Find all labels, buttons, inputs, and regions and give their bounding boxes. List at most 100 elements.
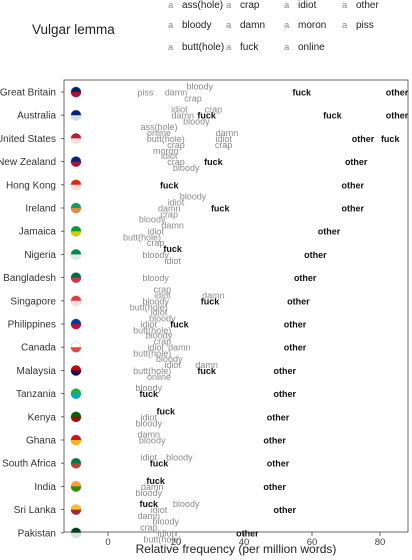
point-label-fuck: fuck [157,406,177,416]
point-label-piss: piss [137,88,154,98]
legend-title: Vulgar lemma [32,22,115,37]
point-label-bloody: bloody [173,499,200,509]
point-label-bloody: bloody [142,296,169,306]
legend-entry: butt(hole) [182,42,224,53]
y-tick-label: United States [0,134,56,145]
point-label-bloody: bloody [173,163,200,173]
point-label-other: other [386,111,409,121]
point-label-damn: damn [216,128,239,138]
point-label-crap: crap [167,157,185,167]
point-label-bloody: bloody [142,273,169,283]
legend-entry: damn [240,20,265,31]
point-label-butthole: butt(hole) [143,534,181,544]
legend-entry: moron [298,20,326,31]
x-axis-label: Relative frequency (per million words) [136,542,337,556]
my-flag-icon [70,364,82,376]
legend-key-glyph: a [284,0,290,11]
sg-flag-icon [70,295,82,307]
point-label-crap: crap [147,238,165,248]
gb-flag-icon [70,86,82,98]
ph-flag-icon [70,318,82,330]
point-label-idiot: idiot [141,412,158,422]
y-tick-label: Pakistan [18,528,56,539]
point-label-online: online [147,372,171,382]
point-label-idiot: idiot [164,256,181,266]
point-label-fuck: fuck [293,88,313,98]
point-label-butthole: butt(hole) [130,302,168,312]
point-label-butthole: butt(hole) [123,233,161,243]
point-label-other: other [284,320,307,330]
hk-flag-icon [70,179,82,191]
point-label-fuck: fuck [197,366,217,376]
y-tick-label: Tanzania [16,389,56,400]
y-tick-label: New Zealand [0,157,56,168]
legend-entry: bloody [182,20,211,31]
us-flag-icon [70,132,82,144]
x-tick-label: 60 [307,537,318,548]
point-label-damn: damn [172,111,195,121]
point-label-idiot: idiot [154,290,171,300]
point-label-fuck: fuck [211,204,231,214]
x-axis: 0 20 40 60 80 [105,532,385,548]
x-tick-label: 80 [375,537,386,548]
point-label-fuck: fuck [204,157,224,167]
point-label-bloody: bloody [136,418,163,428]
plot-panel [63,79,409,533]
point-label-other: other [342,180,365,190]
legend-entry: ass(hole) [182,0,223,11]
pk-flag-icon [70,527,82,539]
point-label-other: other [274,366,297,376]
point-label-damn: damn [141,482,164,492]
point-label-fuck: fuck [140,389,160,399]
y-tick-label: Kenya [28,412,57,423]
legend-key-glyph: a [342,20,348,31]
y-tick-label: Sri Lanka [14,505,57,516]
point-label-other: other [345,157,368,167]
legend-entry: online [298,42,325,53]
za-flag-icon [70,457,82,469]
tz-flag-icon [70,388,82,399]
legend-key-glyph: a [284,42,290,53]
y-tick-label: Bangladesh [3,273,56,284]
point-label-idiot: idiot [147,343,164,353]
point-label-other: other [263,436,286,446]
point-label-other: other [274,505,297,515]
legend-key-glyph: a [168,0,174,11]
point-label-crap: crap [215,140,233,150]
legend-key-glyph: a [226,20,232,31]
y-tick-label: Singapore [10,296,56,307]
y-tick-label: Philippines [8,320,56,331]
legend-entry: fuck [240,42,259,53]
point-label-idiot: idiot [158,528,175,538]
jm-flag-icon [70,225,82,237]
ng-flag-icon [70,248,82,260]
y-tick-label: Canada [21,343,56,354]
gh-flag-icon [70,434,82,446]
x-tick-label: 20 [171,537,182,548]
legend-key-glyph: a [226,42,232,53]
point-label-bloody: bloody [180,192,207,202]
point-label-fuck: fuck [323,111,343,121]
point-label-fuck: fuck [197,111,217,121]
y-axis: Great Britain Australia United States New Z… [0,88,64,539]
point-label-asshole: ass(hole) [140,122,177,132]
y-tick-label: Malaysia [17,366,57,377]
point-label-butthole: butt(hole) [133,326,171,336]
point-label-bloody: bloody [146,331,173,341]
ie-flag-icon [70,202,82,214]
point-label-idiot: idiot [168,198,185,208]
point-label-idiot: idiot [141,320,158,330]
point-label-idiot: idiot [147,227,164,237]
point-label-bloody: bloody [142,250,169,260]
au-flag-icon [70,109,82,121]
point-label-crap: crap [160,210,178,220]
point-label-other: other [294,273,317,283]
point-label-idiot: idiot [164,360,181,370]
point-label-bloody: bloody [136,383,163,393]
y-tick-label: India [34,482,56,493]
point-label-fuck: fuck [170,320,190,330]
point-label-crap: crap [167,140,185,150]
point-label-butthole: butt(hole) [133,366,171,376]
point-label-idiot: idiot [215,134,232,144]
point-label-idiot: idiot [141,453,158,463]
